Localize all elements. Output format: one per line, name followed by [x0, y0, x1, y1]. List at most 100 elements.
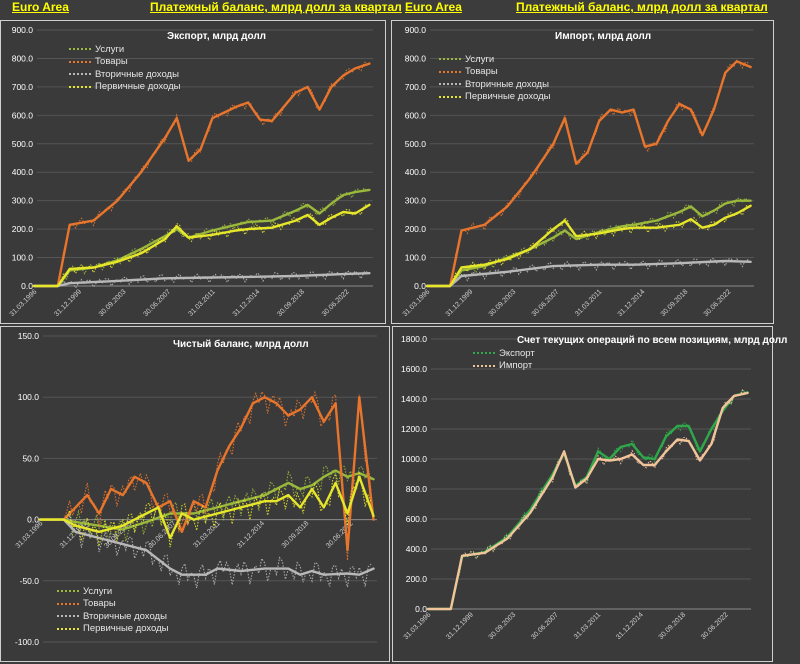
- x-tick-label: 31.12.1999: [445, 611, 475, 641]
- legend-label: Вторичные доходы: [465, 78, 549, 90]
- x-tick-label: 30.06.2007: [142, 288, 172, 318]
- legend-item: Услуги: [69, 43, 181, 56]
- legend-swatch: [69, 60, 91, 63]
- legend-swatch: [57, 590, 79, 593]
- legend-swatch: [69, 48, 91, 51]
- series-line: [425, 259, 752, 288]
- legend-swatch: [439, 70, 461, 73]
- series-line: [425, 204, 752, 288]
- net-chart-title: Чистый баланс, млрд долл: [173, 339, 309, 350]
- y-tick-label: 0.0: [415, 604, 427, 614]
- series-line: [32, 203, 371, 288]
- legend-item: Вторичные доходы: [439, 78, 551, 91]
- y-tick-label: -50.0: [20, 576, 40, 586]
- series-raw-line: [427, 197, 749, 287]
- x-tick-label: 30.06.2022: [321, 288, 351, 318]
- series-raw-line: [40, 471, 372, 548]
- header-title-right: Платежный баланс, млрд долл за квартал: [516, 0, 768, 14]
- series-line: [32, 62, 371, 288]
- legend-item: Первичные доходы: [57, 623, 169, 636]
- series-raw-line: [34, 270, 368, 290]
- y-tick-label: 400.0: [12, 167, 34, 177]
- x-tick-label: 30.09.2003: [98, 288, 128, 318]
- x-tick-label: 31.12.1999: [53, 288, 83, 318]
- y-tick-label: 400.0: [406, 544, 428, 554]
- legend-item: Первичные доходы: [69, 81, 181, 94]
- legend-swatch: [57, 615, 79, 618]
- legend-swatch: [439, 58, 461, 61]
- export-chart-title: Экспорт, млрд долл: [167, 31, 267, 42]
- legend-item: Услуги: [57, 585, 169, 598]
- y-tick-label: 500.0: [405, 139, 427, 149]
- y-tick-label: 700.0: [405, 82, 427, 92]
- y-tick-label: 600.0: [405, 110, 427, 120]
- y-tick-label: 800.0: [12, 53, 34, 63]
- legend-label: Товары: [95, 56, 128, 68]
- y-tick-label: 900.0: [405, 25, 427, 35]
- legend-label: Импорт: [499, 360, 533, 372]
- legend-swatch: [69, 73, 91, 76]
- legend-label: Услуги: [465, 53, 495, 65]
- series-raw-line: [427, 59, 749, 287]
- legend-swatch: [473, 352, 495, 355]
- series-line: [425, 60, 752, 288]
- y-tick-label: 800.0: [406, 484, 428, 494]
- legend-item: Товары: [69, 56, 181, 69]
- x-tick-label: 31.03.2011: [187, 288, 216, 317]
- header-region-right: Euro Area: [405, 0, 462, 14]
- y-tick-label: 1800.0: [401, 334, 427, 344]
- x-tick-label: 30.09.2003: [488, 288, 518, 318]
- y-tick-label: 700.0: [12, 82, 34, 92]
- import-chart-panel: 0.0 100.0 200.0 300.0 400.0 500.0 600.0 700.0 80…: [391, 20, 774, 324]
- total-legend: Экспорт Импорт: [473, 347, 535, 372]
- x-tick-label: 31.12.2014: [615, 611, 645, 641]
- x-tick-label: 31.12.2014: [236, 520, 266, 550]
- series-line: [426, 391, 749, 611]
- y-tick-label: 600.0: [12, 110, 34, 120]
- series-raw-line: [428, 389, 746, 610]
- x-tick-label: 30.06.2022: [700, 611, 730, 641]
- y-tick-label: 300.0: [405, 196, 427, 206]
- y-tick-label: 1000.0: [401, 454, 427, 464]
- series-raw-line: [34, 60, 368, 287]
- legend-item: Экспорт: [473, 347, 535, 360]
- y-tick-label: 900.0: [12, 25, 34, 35]
- legend-item: Первичные доходы: [439, 91, 551, 104]
- legend-label: Товары: [465, 66, 498, 78]
- series-raw-line: [34, 203, 368, 287]
- series-line: [38, 396, 375, 552]
- legend-label: Первичные доходы: [465, 91, 551, 103]
- y-tick-label: 0.0: [21, 281, 33, 291]
- y-tick-label: 500.0: [12, 139, 34, 149]
- series-line: [426, 391, 749, 611]
- legend-label: Вторичные доходы: [83, 610, 167, 622]
- legend-label: Товары: [83, 598, 116, 610]
- x-tick-label: 31.12.2014: [232, 288, 262, 318]
- legend-label: Экспорт: [499, 347, 535, 359]
- legend-item: Импорт: [473, 360, 535, 373]
- total-chart-title: Счет текущих операций по всем позициям, …: [517, 335, 788, 346]
- x-tick-label: 30.06.2007: [531, 288, 561, 318]
- x-tick-label: 31.03.2011: [192, 520, 221, 549]
- x-tick-label: 30.06.2022: [703, 288, 733, 318]
- series-raw-line: [40, 512, 372, 589]
- legend-item: Товары: [439, 66, 551, 79]
- export-chart-svg: 0.0 100.0 200.0 300.0 400.0 500.0 600.0 700.0 80…: [9, 25, 373, 318]
- legend-item: Вторичные доходы: [69, 68, 181, 81]
- y-tick-label: 100.0: [12, 253, 34, 263]
- y-tick-label: 800.0: [405, 53, 427, 63]
- y-tick-label: 50.0: [22, 453, 39, 463]
- y-tick-label: 1400.0: [401, 394, 427, 404]
- series-line: [38, 469, 375, 531]
- y-tick-label: 100.0: [18, 392, 40, 402]
- legend-label: Вторичные доходы: [95, 68, 179, 80]
- legend-swatch: [57, 627, 79, 630]
- export-legend: Услуги Товары Вторичные доходы Первичные…: [69, 43, 181, 93]
- x-tick-label: 30.09.2018: [660, 288, 690, 318]
- y-tick-label: 150.0: [18, 331, 40, 341]
- legend-swatch: [439, 95, 461, 98]
- export-chart-panel: 0.0 100.0 200.0 300.0 400.0 500.0 600.0 700.0 80…: [0, 20, 386, 324]
- import-legend: Услуги Товары Вторичные доходы Первичные…: [439, 53, 551, 103]
- x-tick-label: 30.06.2007: [148, 520, 178, 550]
- y-tick-label: 200.0: [406, 574, 428, 584]
